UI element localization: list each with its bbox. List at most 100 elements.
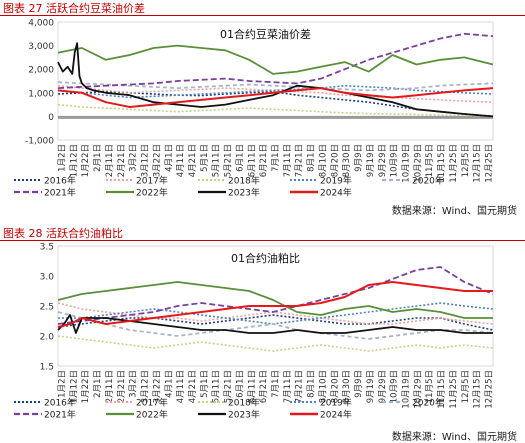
figure-28: 图表 28 活跃合约油粕比 1.5 2.0 2.5 3.0 3.5 1月2日 1月12日 1月… [0,225,525,443]
x-tick-label: 10月29日 [413,144,423,183]
x-tick-label: 8月1日 [307,370,317,398]
x-tick-label: 9月9日 [354,370,364,398]
x-tick-label: 12月15日 [473,144,483,183]
x-tick-label: 2月1日 [93,144,103,172]
x-tick-label: 12月25日 [485,144,495,183]
x-tick-label: 7月11日 [283,370,293,403]
y-tick-label: -1,000 [25,137,54,147]
x-tick-label: 4月11日 [176,370,186,403]
x-tick-label: 7月21日 [295,370,305,403]
x-tick-label: 6月11日 [247,144,257,177]
figure-27: 图表 27 活跃合约豆菜油价差 -1,000 0 1,000 2,000 3,000 4,… [0,0,525,220]
legend-label: 2021年 [44,187,76,199]
x-tick-label: 10月29日 [413,370,423,409]
x-tick-label: 7月1日 [271,144,281,172]
plot-area [57,21,494,141]
y-tick-label: 1.5 [40,363,54,373]
x-tick-label: 1月2日 [58,370,68,398]
y-tick-label: 4,000 [28,19,54,29]
x-tick-label: 1月12日 [69,144,79,177]
series-line-2024年 [57,281,493,328]
legend-label: 2024年 [320,409,352,421]
title-rule [0,15,525,16]
x-tick-label: 12月15日 [473,370,483,409]
legend-label: 2019年 [320,175,352,187]
series-line-2021年 [57,32,494,89]
x-tick-label: 3月12日 [141,370,151,403]
legend-label: 2024年 [320,187,352,199]
series-line-2022年 [57,281,493,319]
legend-label: 2017年 [136,397,168,409]
plot-area [57,245,494,367]
x-tick-label: 11月15日 [437,144,447,183]
chart-title: 01合约豆菜油价差 [220,27,311,41]
x-tick-label: 7月1日 [271,370,281,398]
x-tick-label: 9月9日 [354,144,364,172]
figure-title: 图表 27 活跃合约豆菜油价差 [3,2,145,15]
x-tick-label: 9月29日 [378,370,388,403]
series-line-2019年 [57,84,494,99]
series-line-2024年 [57,87,494,108]
x-tick-label: 10月19日 [401,144,411,183]
x-tick-label: 4月21日 [188,370,198,403]
x-tick-label: 5月11日 [212,370,222,403]
series-line-2016年 [57,314,494,331]
x-tick-label: 3月2日 [129,370,139,398]
x-tick-label: 11月5日 [425,370,435,403]
legend-label: 2023年 [228,409,260,421]
x-tick-label: 6月1日 [235,144,245,172]
spread-chart: -1,000 0 1,000 2,000 3,000 4,000 1月2日 1月12日 1月22… [14,19,495,199]
x-tick-label: 5月1日 [200,370,210,398]
legend-label: 2022年 [136,187,168,199]
x-tick-label: 4月11日 [176,144,186,177]
x-tick-label: 5月21日 [224,144,234,177]
series-line-2020年 [57,81,494,92]
legend-label: 2020年 [412,397,444,409]
legend-label: 2016年 [44,175,76,187]
x-tick-label: 11月25日 [449,370,459,409]
data-source: 数据来源：Wind、国元期货 [391,206,517,217]
x-tick-label: 11月5日 [425,144,435,177]
legend-label: 2017年 [136,175,168,187]
x-tick-label: 3月12日 [141,144,151,177]
x-tick-label: 1月12日 [69,370,79,403]
legend-label: 2020年 [412,175,444,187]
y-tick-label: 3.5 [40,243,54,253]
x-tick-label: 8月20日 [330,370,340,403]
series-line-2020年 [57,311,494,340]
x-tick-label: 11月25日 [449,144,459,183]
x-tick-label: 6月11日 [247,370,257,403]
x-tick-label: 7月11日 [283,144,293,177]
y-tick-label: 3,000 [28,42,54,52]
x-tick-label: 5月21日 [224,370,234,403]
legend-label: 2018年 [228,397,260,409]
y-tick-label: 3.0 [40,273,55,283]
x-tick-label: 9月29日 [378,144,388,177]
x-tick-label: 9月19日 [366,370,376,403]
y-tick-label: 2.5 [40,303,54,313]
x-tick-label: 3月2日 [129,144,139,172]
y-tick-label: 2,000 [28,66,54,76]
x-tick-label: 1月2日 [58,144,68,172]
x-tick-label: 8月30日 [342,370,352,403]
series-line-2017年 [57,84,494,103]
x-tick-label: 3月22日 [152,370,162,403]
x-tick-label: 1月22日 [81,144,91,177]
x-tick-label: 6月1日 [235,370,245,398]
x-tick-label: 3月22日 [152,144,162,177]
x-tick-label: 2月1日 [93,370,103,398]
x-tick-label: 12月5日 [461,144,471,177]
x-tick-label: 5月11日 [212,144,222,177]
x-tick-label: 6月21日 [259,370,269,403]
x-tick-label: 2月11日 [105,370,115,403]
x-tick-label: 8月20日 [330,144,340,177]
x-tick-label: 4月21日 [188,144,198,177]
x-tick-label: 8月10日 [318,144,328,177]
legend-label: 2022年 [136,409,168,421]
y-tick-label: 1,000 [28,89,54,99]
x-tick-label: 12月5日 [461,370,471,403]
x-tick-label: 6月21日 [259,144,269,177]
x-tick-label: 8月10日 [318,370,328,403]
legend-label: 2023年 [228,187,260,199]
x-tick-label: 9月19日 [366,144,376,177]
